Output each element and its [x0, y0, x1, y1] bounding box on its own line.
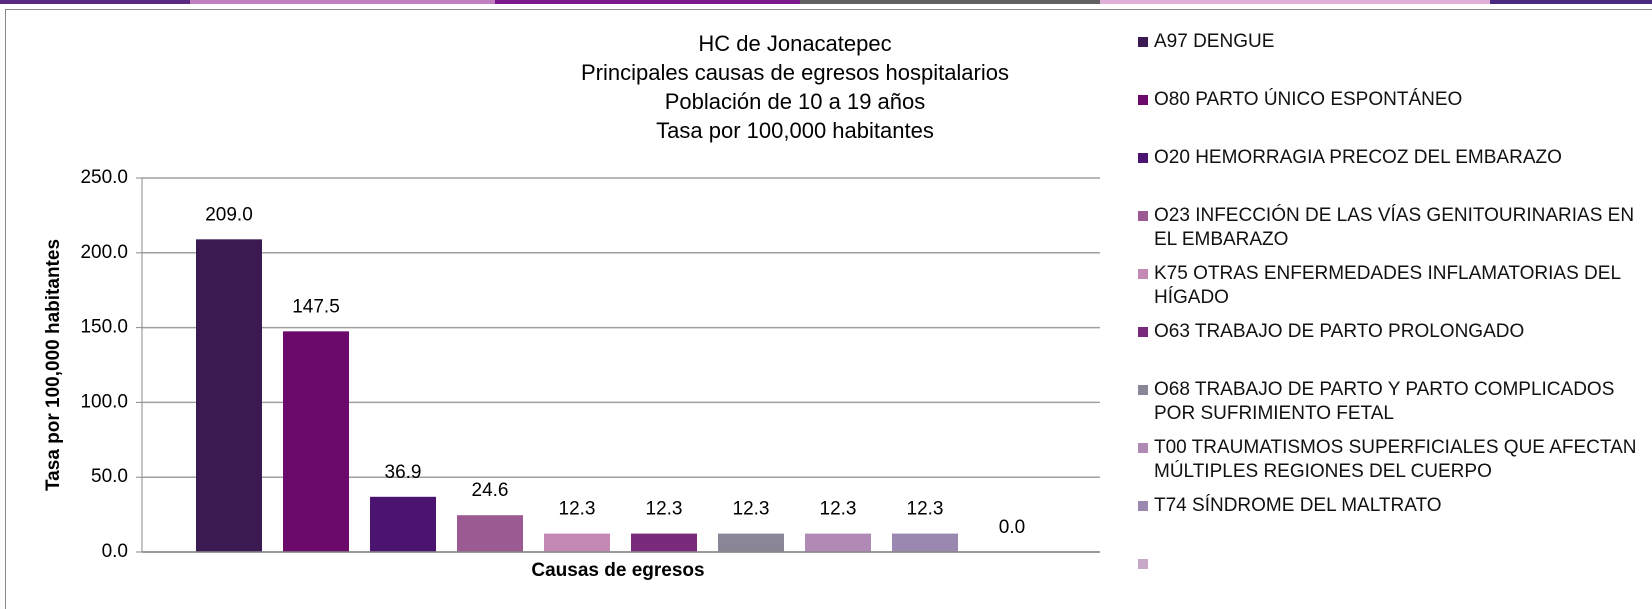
legend-swatch: [1138, 559, 1148, 569]
title: HC de Jonacatepec Principales causas de …: [581, 31, 1009, 143]
legend-swatch: [1138, 501, 1148, 511]
bar: [631, 533, 697, 552]
legend-label: O23 INFECCIÓN DE LAS VÍAS GENITOURINARIA…: [1154, 205, 1635, 250]
y-tick-label: 250.0: [80, 167, 128, 188]
legend-entry: T00 TRAUMATISMOS SUPERFICIALES QUE AFECT…: [1138, 436, 1648, 484]
data-label: 12.3: [733, 499, 770, 520]
y-tick-label: 50.0: [91, 466, 128, 487]
legend-entry: O20 HEMORRAGIA PRECOZ DEL EMBARAZO: [1138, 146, 1648, 170]
legend-swatch: [1138, 327, 1148, 337]
legend-swatch: [1138, 385, 1148, 395]
data-label: 12.3: [820, 499, 857, 520]
bar: [370, 496, 436, 552]
legend-entry: T74 SÍNDROME DEL MALTRATO: [1138, 494, 1648, 518]
data-label: 147.5: [292, 296, 340, 317]
title-line: Población de 10 a 19 años: [665, 89, 926, 114]
x-axis-label: Causas de egresos: [531, 560, 704, 581]
legend-label: K75 OTRAS ENFERMEDADES INFLAMATORIAS DEL…: [1154, 263, 1621, 308]
legend-entry: O23 INFECCIÓN DE LAS VÍAS GENITOURINARIA…: [1138, 204, 1648, 252]
legend-swatch: [1138, 269, 1148, 279]
legend-swatch: [1138, 443, 1148, 453]
bar: [805, 533, 871, 552]
bar: [283, 331, 349, 552]
chart-border: [5, 9, 1652, 609]
stripe: [0, 0, 190, 4]
stripe: [190, 0, 495, 4]
stripe: [1490, 0, 1652, 4]
bar: [892, 533, 958, 552]
data-label: 209.0: [205, 204, 253, 225]
stripe: [1100, 0, 1490, 4]
legend-entry: K75 OTRAS ENFERMEDADES INFLAMATORIAS DEL…: [1138, 262, 1648, 310]
data-label: 36.9: [385, 462, 422, 483]
data-label: 12.3: [646, 499, 683, 520]
title-line: Principales causas de egresos hospitalar…: [581, 60, 1009, 85]
bar: [544, 533, 610, 552]
bar: [457, 515, 523, 552]
legend-label: T74 SÍNDROME DEL MALTRATO: [1154, 495, 1442, 516]
y-tick-label: 100.0: [80, 391, 128, 412]
legend-swatch: [1138, 153, 1148, 163]
legend-swatch: [1138, 95, 1148, 105]
stripe: [800, 0, 1100, 4]
legend-label: T00 TRAUMATISMOS SUPERFICIALES QUE AFECT…: [1154, 437, 1637, 482]
title-line: Tasa por 100,000 habitantes: [656, 118, 934, 143]
legend-label: O20 HEMORRAGIA PRECOZ DEL EMBARAZO: [1154, 147, 1562, 168]
legend-label: O68 TRABAJO DE PARTO Y PARTO COMPLICADOS…: [1154, 379, 1615, 424]
legend-swatch: [1138, 211, 1148, 221]
y-tick-label: 150.0: [80, 317, 128, 338]
legend-swatch: [1138, 37, 1148, 47]
y-axis-label: Tasa por 100,000 habitantes: [43, 239, 64, 491]
legend-entry: O68 TRABAJO DE PARTO Y PARTO COMPLICADOS…: [1138, 378, 1648, 426]
data-label: 24.6: [472, 480, 509, 501]
legend-entry: A97 DENGUE: [1138, 30, 1648, 54]
legend-label: O63 TRABAJO DE PARTO PROLONGADO: [1154, 321, 1525, 342]
bar: [718, 533, 784, 552]
legend-entry: O63 TRABAJO DE PARTO PROLONGADO: [1138, 320, 1648, 344]
legend-label: O80 PARTO ÚNICO ESPONTÁNEO: [1154, 89, 1463, 110]
data-label: 12.3: [907, 499, 944, 520]
legend-entry: O80 PARTO ÚNICO ESPONTÁNEO: [1138, 88, 1648, 112]
legend-label: A97 DENGUE: [1154, 31, 1275, 52]
title-line: HC de Jonacatepec: [698, 31, 891, 56]
stripe: [495, 0, 800, 4]
bar: [196, 239, 262, 552]
data-label: 12.3: [559, 499, 596, 520]
data-label: 0.0: [999, 517, 1025, 538]
y-tick-label: 0.0: [102, 541, 128, 562]
y-tick-label: 200.0: [80, 242, 128, 263]
